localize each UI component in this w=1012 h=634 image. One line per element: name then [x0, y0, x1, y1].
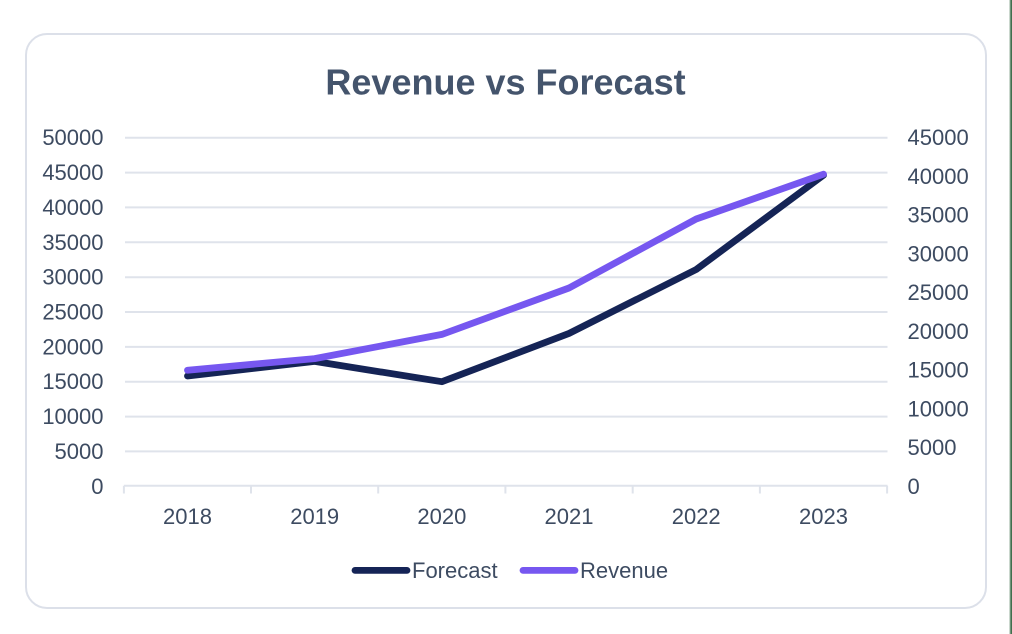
- svg-text:50000: 50000: [42, 125, 103, 150]
- svg-text:Revenue: Revenue: [580, 558, 668, 583]
- svg-text:45000: 45000: [908, 125, 969, 150]
- svg-text:10000: 10000: [42, 404, 103, 429]
- svg-text:15000: 15000: [42, 369, 103, 394]
- svg-text:2023: 2023: [799, 504, 848, 529]
- svg-text:2021: 2021: [545, 504, 594, 529]
- svg-text:25000: 25000: [908, 280, 969, 305]
- svg-text:30000: 30000: [42, 265, 103, 290]
- svg-text:45000: 45000: [42, 160, 103, 185]
- svg-text:40000: 40000: [42, 195, 103, 220]
- svg-text:2019: 2019: [290, 504, 339, 529]
- svg-text:Revenue vs Forecast: Revenue vs Forecast: [325, 62, 685, 103]
- svg-text:0: 0: [908, 474, 920, 499]
- svg-text:Forecast: Forecast: [412, 558, 498, 583]
- svg-text:40000: 40000: [908, 164, 969, 189]
- svg-text:2018: 2018: [163, 504, 212, 529]
- svg-text:20000: 20000: [908, 319, 969, 344]
- svg-text:30000: 30000: [908, 241, 969, 266]
- svg-text:2022: 2022: [672, 504, 721, 529]
- svg-text:20000: 20000: [42, 334, 103, 359]
- svg-text:25000: 25000: [42, 300, 103, 325]
- svg-text:35000: 35000: [908, 203, 969, 228]
- svg-text:5000: 5000: [908, 435, 957, 460]
- svg-text:0: 0: [91, 474, 103, 499]
- svg-text:35000: 35000: [42, 230, 103, 255]
- svg-text:5000: 5000: [55, 439, 104, 464]
- svg-text:10000: 10000: [908, 396, 969, 421]
- svg-text:2020: 2020: [417, 504, 466, 529]
- svg-text:15000: 15000: [908, 358, 969, 383]
